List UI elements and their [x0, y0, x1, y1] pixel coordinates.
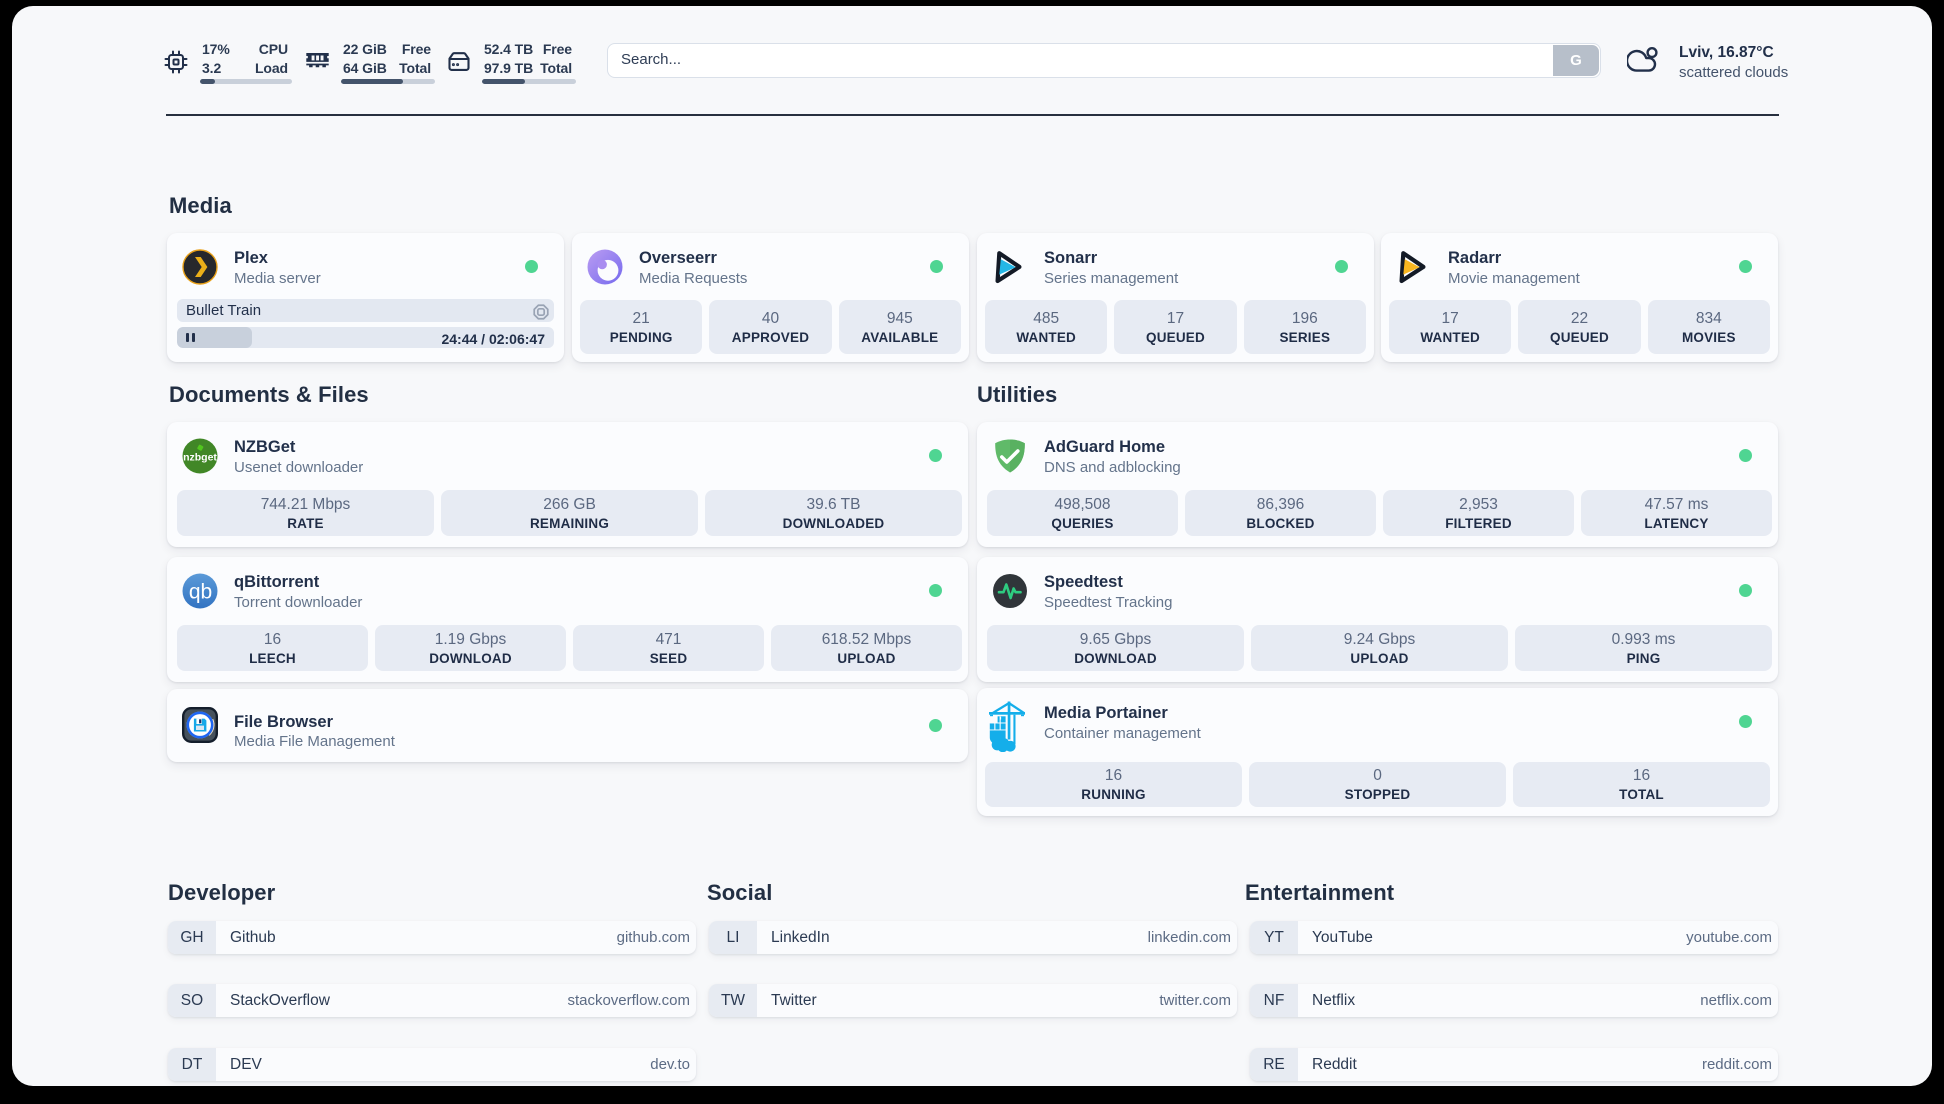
svg-text:qb: qb — [189, 581, 212, 604]
svg-text:nzbget: nzbget — [183, 452, 217, 464]
